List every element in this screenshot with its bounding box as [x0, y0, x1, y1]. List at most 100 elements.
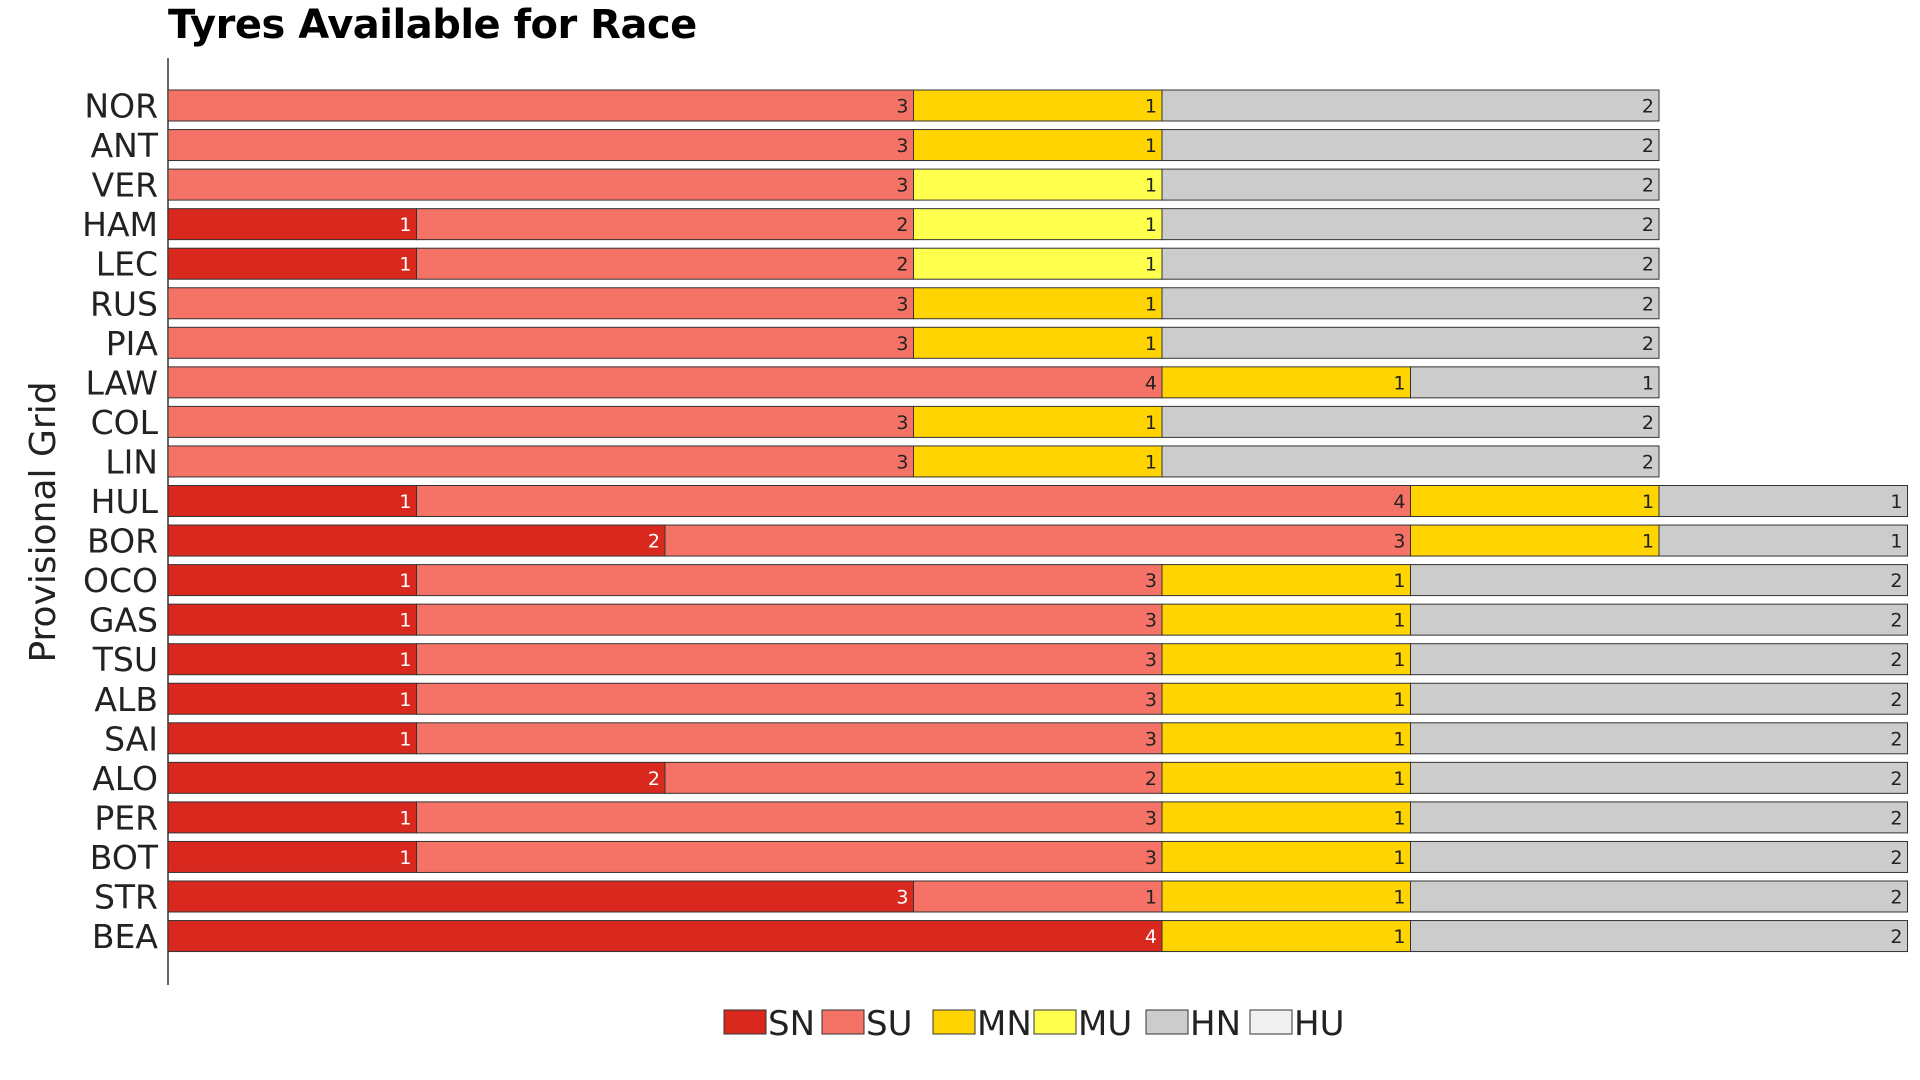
legend-label-hn: HN [1190, 1004, 1241, 1044]
category-label-nor: NOR [84, 87, 158, 126]
bar-alo-mn [1161, 761, 1411, 794]
value-label-lin-hn: 2 [1642, 451, 1654, 473]
value-label-tsu-mn: 1 [1393, 649, 1405, 671]
legend-swatch-hu [1249, 1009, 1293, 1035]
category-label-per: PER [94, 798, 158, 837]
bar-gas-hn [1410, 603, 1908, 636]
bar-law-mn [1161, 366, 1411, 399]
bar-col-hn [1161, 405, 1660, 438]
bar-col-mn [913, 405, 1163, 438]
legend-swatch-hn [1145, 1009, 1189, 1035]
category-label-tsu: TSU [92, 640, 158, 679]
bar-bor-sn [167, 524, 666, 557]
value-label-sai-sn: 1 [399, 728, 411, 750]
category-label-lin: LIN [105, 442, 158, 481]
value-label-nor-su: 3 [896, 96, 908, 118]
bar-pia-hn [1161, 326, 1660, 359]
value-label-ant-su: 3 [896, 135, 908, 157]
bar-tsu-sn [167, 643, 417, 676]
bar-lin-su [167, 445, 914, 478]
value-label-lec-hn: 2 [1642, 254, 1654, 276]
bar-ham-hn [1161, 208, 1660, 241]
value-label-bot-sn: 1 [399, 847, 411, 869]
value-label-pia-hn: 2 [1642, 333, 1654, 355]
value-label-sai-hn: 2 [1890, 728, 1902, 750]
bar-str-sn [167, 880, 914, 913]
value-label-lin-su: 3 [896, 451, 908, 473]
value-label-ant-mn: 1 [1145, 135, 1157, 157]
bar-str-su [913, 880, 1163, 913]
category-label-oco: OCO [83, 561, 158, 600]
bar-oco-sn [167, 564, 417, 597]
bar-law-hn [1410, 366, 1660, 399]
value-label-bea-hn: 2 [1890, 926, 1902, 948]
value-label-alo-mn: 1 [1393, 768, 1405, 790]
value-label-hul-sn: 1 [399, 491, 411, 513]
value-label-alb-su: 3 [1145, 689, 1157, 711]
legend-label-sn: SN [768, 1004, 815, 1044]
bar-gas-su [416, 603, 1163, 636]
value-label-ham-sn: 1 [399, 214, 411, 236]
value-label-per-hn: 2 [1890, 807, 1902, 829]
bar-ver-hn [1161, 168, 1660, 201]
chart-title: Tyres Available for Race [168, 2, 697, 48]
value-label-tsu-sn: 1 [399, 649, 411, 671]
bar-law-su [167, 366, 1163, 399]
bar-alo-sn [167, 761, 666, 794]
bar-alb-hn [1410, 682, 1908, 715]
bar-rus-mn [913, 287, 1163, 320]
value-label-oco-sn: 1 [399, 570, 411, 592]
value-label-gas-mn: 1 [1393, 610, 1405, 632]
bar-tsu-hn [1410, 643, 1908, 676]
value-label-per-sn: 1 [399, 807, 411, 829]
bar-nor-hn [1161, 89, 1660, 122]
bar-bot-hn [1410, 840, 1908, 873]
bar-per-mn [1161, 801, 1411, 834]
bar-bea-hn [1410, 920, 1908, 953]
value-label-per-su: 3 [1145, 807, 1157, 829]
value-label-gas-sn: 1 [399, 610, 411, 632]
bar-pia-su [167, 326, 914, 359]
value-label-oco-su: 3 [1145, 570, 1157, 592]
legend: SN SU MN MU HN HU [723, 1004, 1344, 1044]
bar-alb-mn [1161, 682, 1411, 715]
bar-sai-su [416, 722, 1163, 755]
value-label-hul-su: 4 [1393, 491, 1405, 513]
value-label-ant-hn: 2 [1642, 135, 1654, 157]
value-label-pia-mn: 1 [1145, 333, 1157, 355]
bar-bor-hn [1658, 524, 1908, 557]
bar-lin-hn [1161, 445, 1660, 478]
value-label-bor-sn: 2 [648, 531, 660, 553]
bar-lin-mn [913, 445, 1163, 478]
bar-str-mn [1161, 880, 1411, 913]
bar-alb-sn [167, 682, 417, 715]
bar-alb-su [416, 682, 1163, 715]
value-label-alb-mn: 1 [1393, 689, 1405, 711]
value-label-bor-hn: 1 [1890, 531, 1902, 553]
bar-ant-hn [1161, 129, 1660, 162]
bar-bor-mn [1410, 524, 1660, 557]
value-label-ver-su: 3 [896, 175, 908, 197]
value-label-oco-hn: 2 [1890, 570, 1902, 592]
bar-hul-sn [167, 485, 417, 517]
bar-per-hn [1410, 801, 1908, 834]
bar-ver-mu [913, 168, 1163, 201]
value-label-hul-hn: 1 [1890, 491, 1902, 513]
bar-tsu-su [416, 643, 1163, 676]
bar-oco-hn [1410, 564, 1908, 597]
bar-oco-su [416, 564, 1163, 597]
bar-bot-su [416, 840, 1163, 873]
value-label-alo-su: 2 [1145, 768, 1157, 790]
value-label-rus-hn: 2 [1642, 293, 1654, 315]
value-label-str-mn: 1 [1393, 887, 1405, 909]
bar-bea-sn [167, 920, 1163, 953]
category-label-bor: BOR [87, 522, 158, 561]
bar-bot-mn [1161, 840, 1411, 873]
value-label-bot-mn: 1 [1393, 847, 1405, 869]
category-label-col: COL [91, 403, 159, 442]
value-label-nor-hn: 2 [1642, 96, 1654, 118]
category-label-pia: PIA [106, 324, 159, 363]
legend-swatch-mn [932, 1009, 976, 1035]
bar-lec-sn [167, 247, 417, 280]
value-label-col-mn: 1 [1145, 412, 1157, 434]
